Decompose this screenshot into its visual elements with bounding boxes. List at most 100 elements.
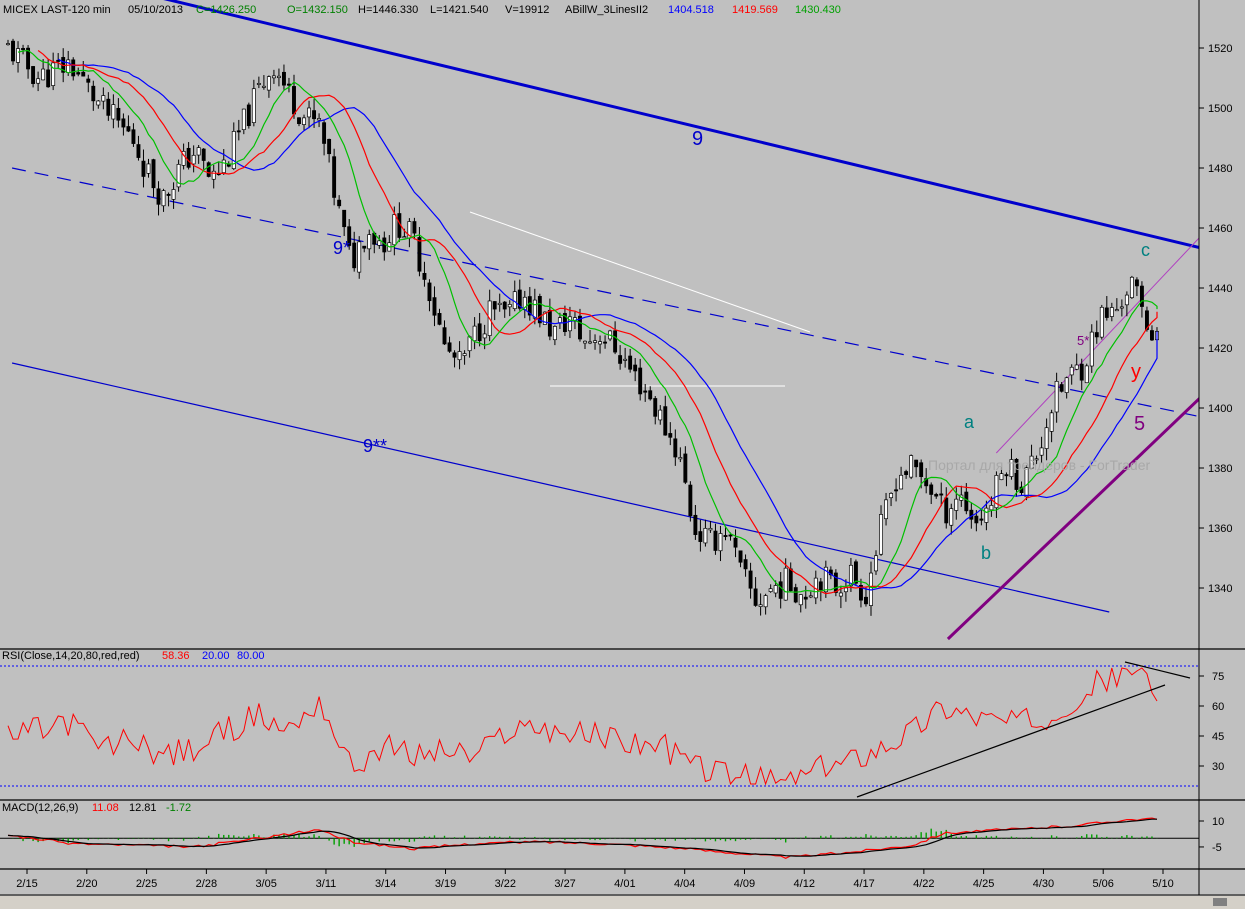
price-candle-body [282, 71, 286, 86]
price-candle-body [1089, 331, 1094, 367]
price-candle-body [191, 154, 196, 165]
price-candle-body [502, 301, 507, 310]
wave-label-5: 5 [1134, 413, 1145, 435]
price-candle-body [783, 567, 788, 601]
price-candle-body [171, 189, 176, 200]
price-candle-body [196, 147, 201, 156]
scrollbar-thumb [1213, 898, 1227, 906]
price-candle-body [76, 72, 81, 75]
rsi-y-tick-label: 60 [1212, 701, 1224, 713]
rsi-low-level: 20.00 [202, 650, 230, 662]
wave-label-c: c [1141, 240, 1150, 260]
price-candle-body [864, 596, 868, 605]
ma-blue-line [57, 58, 1158, 591]
price-candle-body [1079, 363, 1084, 381]
price-candle-body [477, 323, 482, 342]
price-candle-body [904, 471, 909, 475]
price-candle-body [728, 534, 733, 537]
price-candle-body [417, 237, 422, 272]
rsi-panel [0, 661, 1199, 798]
price-candle-body [633, 364, 638, 372]
price-candle-body [994, 475, 999, 509]
header-open: O=1432.150 [287, 4, 348, 16]
price-candle-body [442, 327, 447, 345]
price-candle-body [302, 117, 306, 125]
price-candle-body [934, 494, 939, 497]
price-candle-body [261, 85, 266, 88]
price-candle-body [292, 86, 296, 115]
price-candle-body [653, 398, 658, 417]
price-candle-body [6, 43, 10, 46]
price-candle-body [241, 108, 246, 131]
price-candle-body [833, 572, 838, 593]
price-candle-body [693, 514, 698, 535]
price-candle-body [492, 301, 497, 310]
price-candle-body [989, 505, 994, 511]
macd-y-tick-label: 10 [1212, 816, 1224, 828]
price-candle-body [287, 83, 291, 86]
price-candle-body [567, 316, 572, 332]
price-candle-body [914, 459, 919, 468]
price-candle-body [1014, 458, 1019, 490]
price-candle-body [708, 527, 713, 531]
price-candle-body [1074, 364, 1079, 370]
rsi-value: 58.36 [162, 650, 190, 662]
x-tick-label: 3/11 [316, 878, 337, 890]
price-candle-body [347, 226, 352, 246]
price-candle-body [367, 234, 372, 250]
price-candle-body [603, 341, 608, 344]
price-candle-body [392, 214, 397, 246]
price-candle-body [362, 245, 367, 249]
price-candle-body [1134, 279, 1139, 287]
price-candle-body [437, 313, 442, 325]
price-y-tick-label: 1480 [1208, 163, 1232, 175]
price-candle-body [266, 76, 271, 91]
price-candle-body [703, 527, 708, 544]
price-candle-body [51, 62, 56, 86]
wave-label-9-double-star: 9** [363, 436, 387, 456]
price-candle-body [66, 59, 71, 73]
price-candle-body [979, 518, 984, 521]
price-candle-body [853, 561, 858, 584]
price-candle-body [91, 85, 96, 102]
price-candle-body [231, 131, 236, 170]
price-candle-body [1039, 447, 1044, 456]
trendline-9-star [11, 167, 1231, 424]
price-candle-body [909, 455, 914, 478]
price-candle-body [71, 59, 76, 77]
price-candle-body [678, 457, 683, 460]
price-candle-body [56, 59, 61, 62]
price-candle-body [427, 282, 432, 302]
price-candle-body [517, 289, 522, 309]
ma-red-line [37, 50, 1158, 595]
trendline-9-double-star [11, 362, 1110, 613]
price-candle-body [432, 297, 437, 316]
price-candle-body [352, 242, 357, 269]
price-candle-body [618, 355, 623, 364]
price-candle-body [969, 509, 974, 520]
x-tick-label: 3/14 [375, 878, 396, 890]
watermark: Портал для трейдеров - ForTrader [928, 457, 1150, 473]
price-candle-body [758, 604, 763, 607]
price-candle-body [1029, 455, 1034, 469]
price-candle-body [96, 100, 101, 106]
price-candle-body [698, 531, 703, 542]
macd-y-tick-label: -5 [1212, 842, 1222, 854]
price-candle-body [86, 78, 91, 83]
price-candle-body [748, 570, 753, 589]
price-candle-body [643, 390, 648, 393]
price-candle-body [1099, 306, 1104, 338]
price-candle-body [954, 498, 959, 511]
price-candle-body [256, 83, 261, 85]
price-candle-body [884, 499, 888, 520]
price-candle-body [297, 117, 301, 125]
price-candle-body [111, 104, 116, 120]
price-candle-body [337, 199, 342, 207]
price-candle-body [206, 162, 211, 177]
price-candle-body [181, 150, 186, 166]
wave-label-9-star: 9* [333, 238, 350, 258]
price-candle-body [201, 148, 206, 161]
price-candle-body [1094, 332, 1099, 338]
